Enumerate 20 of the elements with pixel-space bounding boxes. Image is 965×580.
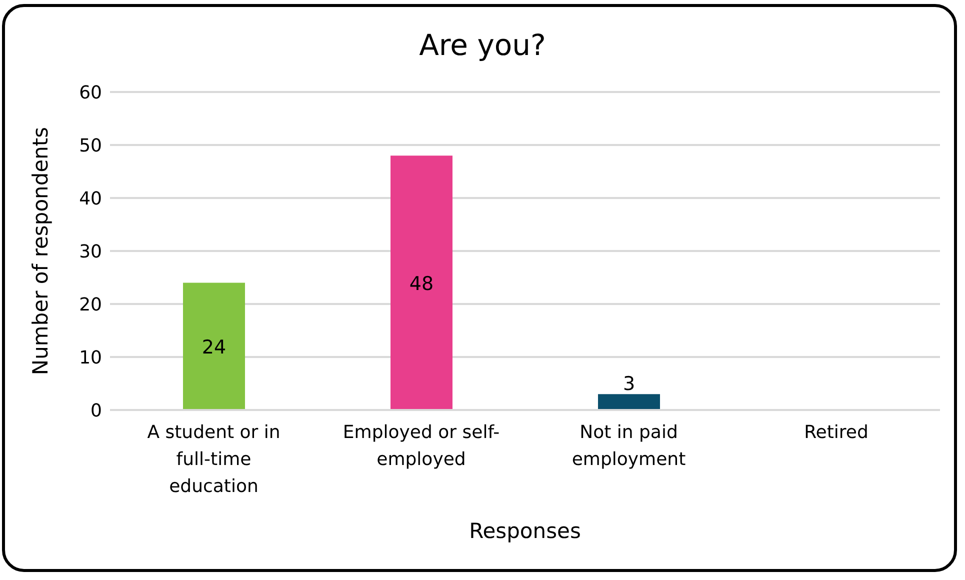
data-label: 48: [409, 272, 434, 295]
y-axis-title: Number of respondents: [28, 126, 52, 376]
data-label: 24: [202, 336, 226, 358]
x-tick-label: Employed or self-employed: [342, 422, 500, 470]
bar: [598, 394, 660, 410]
y-tick-label: 30: [79, 241, 102, 262]
x-tick-label: Not in paid employment: [572, 422, 686, 470]
chart-title: Are you?: [418, 28, 547, 62]
y-tick-label: 20: [79, 294, 102, 316]
x-tick-label: A student or in full-time education: [147, 422, 280, 497]
x-tick-label: Retired: [804, 422, 868, 443]
y-tick-label: 60: [79, 82, 102, 104]
x-axis-title: Responses: [469, 519, 581, 543]
y-tick-label: 10: [79, 347, 102, 368]
data-label: 3: [622, 373, 636, 396]
y-tick-label: 40: [79, 188, 102, 210]
bar: [390, 156, 452, 410]
bar: [183, 282, 245, 410]
y-tick-label: 0: [90, 400, 102, 422]
y-tick-label: 50: [79, 135, 102, 156]
